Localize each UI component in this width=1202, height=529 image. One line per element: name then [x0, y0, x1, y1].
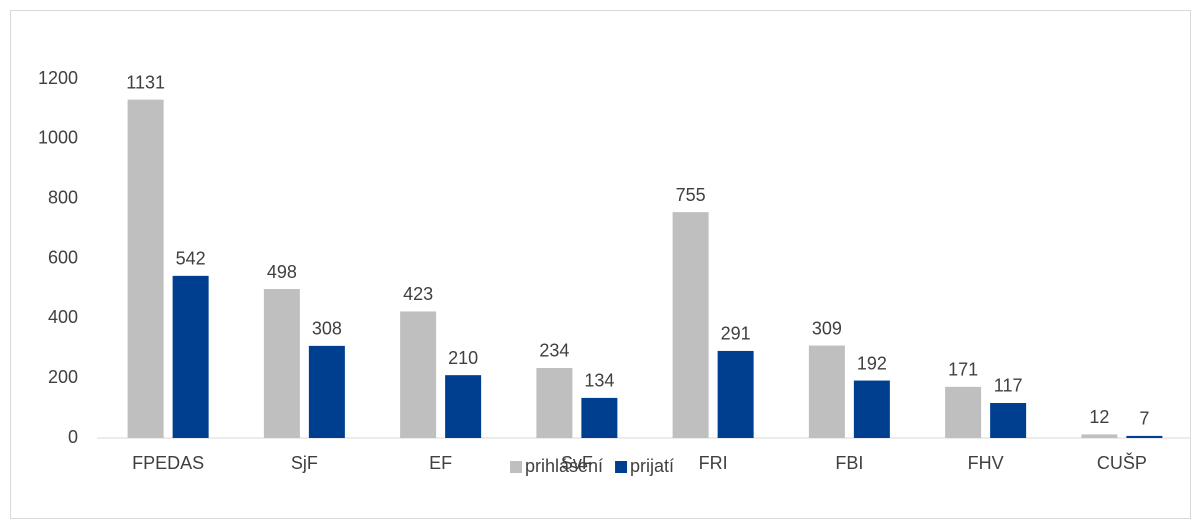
x-tick-label: FBI	[835, 453, 863, 473]
legend-swatch	[510, 461, 522, 473]
bar	[536, 367, 573, 438]
bar	[400, 311, 437, 438]
data-label: 12	[1089, 407, 1109, 427]
data-label: 755	[676, 185, 706, 205]
data-label: 308	[312, 319, 342, 339]
bar	[308, 345, 345, 438]
x-tick-label: SjF	[291, 453, 318, 473]
y-tick-label: 600	[48, 247, 78, 267]
data-label: 134	[584, 371, 614, 391]
bar	[945, 386, 982, 438]
data-label: 423	[403, 284, 433, 304]
bar	[445, 375, 482, 438]
bar	[263, 289, 300, 438]
legend-label: prihlásení	[525, 456, 603, 476]
bar	[1126, 435, 1163, 438]
bar	[808, 345, 845, 438]
data-label: 192	[857, 353, 887, 373]
x-tick-label: SvF	[561, 453, 593, 473]
x-tick-label: EF	[429, 453, 452, 473]
data-label: 1131	[126, 72, 165, 92]
legend-label: prijatí	[630, 456, 674, 476]
data-label: 291	[721, 324, 751, 344]
data-label: 498	[267, 262, 297, 282]
bar	[172, 275, 209, 438]
bar	[581, 397, 618, 438]
data-label: 234	[539, 341, 569, 361]
bar	[127, 99, 164, 438]
x-tick-label: FRI	[699, 453, 728, 473]
x-tick-label: CUŠP	[1097, 452, 1147, 473]
data-label: 210	[448, 348, 478, 368]
data-label: 7	[1139, 409, 1149, 429]
y-tick-label: 400	[48, 307, 78, 327]
y-tick-label: 0	[68, 427, 78, 447]
data-label: 171	[948, 360, 978, 380]
x-tick-label: FHV	[968, 453, 1004, 473]
data-label: 309	[812, 318, 842, 338]
bar	[853, 380, 890, 438]
bar	[1081, 434, 1118, 438]
y-tick-label: 1200	[38, 68, 78, 88]
y-tick-label: 200	[48, 367, 78, 387]
bar	[990, 402, 1027, 438]
y-tick-label: 800	[48, 187, 78, 207]
x-tick-label: FPEDAS	[132, 453, 204, 473]
legend-swatch	[615, 461, 628, 473]
y-tick-label: 1000	[38, 128, 78, 148]
data-label: 117	[994, 376, 1023, 396]
bar	[717, 350, 754, 438]
data-label: 542	[176, 249, 206, 269]
bar	[672, 212, 709, 438]
